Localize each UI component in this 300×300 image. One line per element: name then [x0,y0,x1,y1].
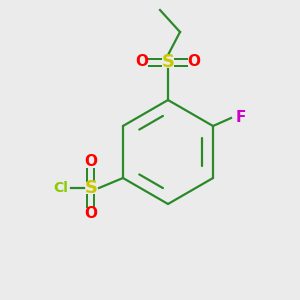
Text: S: S [161,53,175,71]
Text: Cl: Cl [53,181,68,195]
Text: O: O [136,55,148,70]
Text: F: F [236,110,246,125]
Text: O: O [85,154,98,169]
Text: O: O [85,206,98,221]
Text: S: S [85,179,98,197]
Text: O: O [188,55,200,70]
